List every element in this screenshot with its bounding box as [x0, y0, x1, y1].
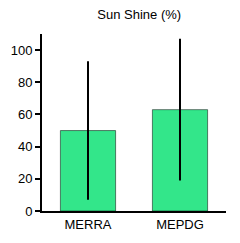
- svg-text:40: 40: [18, 139, 32, 154]
- svg-text:MERRA: MERRA: [65, 217, 112, 232]
- svg-text:80: 80: [18, 75, 32, 90]
- svg-text:60: 60: [18, 107, 32, 122]
- svg-text:0: 0: [25, 204, 32, 219]
- svg-text:20: 20: [18, 171, 32, 186]
- svg-text:Sun Shine (%): Sun Shine (%): [97, 7, 181, 22]
- svg-text:100: 100: [11, 43, 33, 58]
- svg-text:MEPDG: MEPDG: [156, 217, 204, 232]
